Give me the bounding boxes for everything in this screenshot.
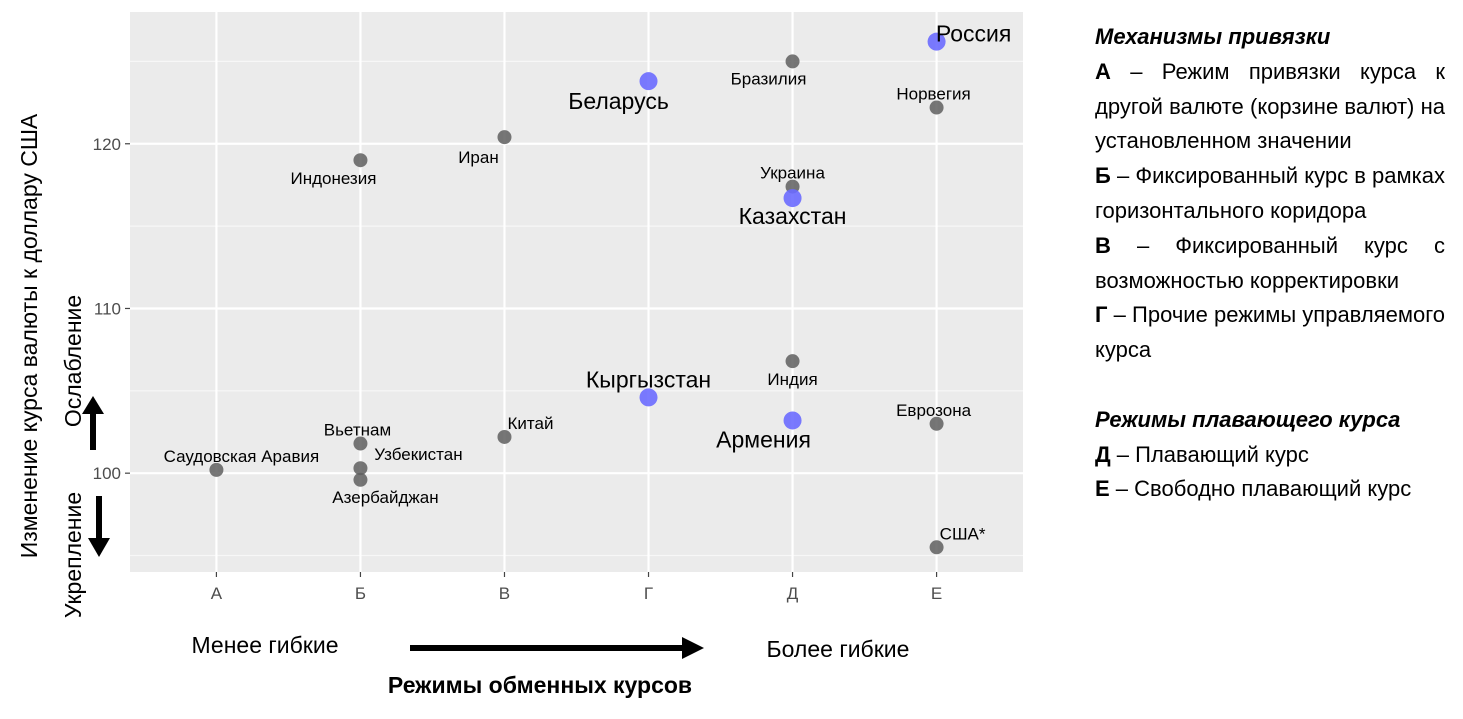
point-label: Казахстан bbox=[739, 203, 847, 229]
y-axis: 100 110 120 bbox=[93, 135, 130, 483]
legend-gap bbox=[1095, 368, 1445, 403]
legend-text: Фиксированный курс в рамках горизонтальн… bbox=[1095, 163, 1445, 223]
data-point bbox=[353, 153, 368, 168]
data-point bbox=[353, 461, 368, 476]
scatter-chart: 100 110 120 А Б В Г Д Е Саудовская АравияВьетна… bbox=[16, 12, 1023, 698]
grid-lines bbox=[130, 12, 1023, 572]
plot-panel bbox=[130, 12, 1023, 572]
point-label: Индия bbox=[767, 370, 817, 389]
legend-separator: – bbox=[1110, 232, 1176, 258]
legend-separator: – bbox=[1110, 441, 1136, 467]
legend-float-title: Режимы плавающего курса bbox=[1095, 406, 1401, 432]
y-tick-label: 120 bbox=[93, 135, 121, 154]
data-point bbox=[497, 429, 512, 444]
arrow-right-icon bbox=[410, 637, 704, 659]
weakening-label: Ослабление bbox=[60, 295, 86, 427]
legend-key: В bbox=[1095, 232, 1111, 258]
legend-key: Е bbox=[1095, 476, 1110, 502]
more-flexible-label: Более гибкие bbox=[767, 636, 910, 662]
x-tick-label: Б bbox=[355, 584, 366, 603]
point-label: Саудовская Аравия bbox=[164, 447, 320, 466]
data-point bbox=[929, 100, 944, 115]
legend-text: Свободно плавающий курс bbox=[1134, 476, 1412, 502]
data-point bbox=[353, 436, 368, 451]
highlighted-point bbox=[639, 72, 658, 91]
highlighted-point bbox=[783, 189, 802, 208]
legend-key: А bbox=[1095, 58, 1111, 84]
legend-key: Б bbox=[1095, 163, 1111, 189]
point-label: Азербайджан bbox=[332, 488, 438, 507]
legend-separator: – bbox=[1109, 476, 1135, 502]
highlighted-point bbox=[927, 32, 946, 51]
point-label: Украина bbox=[760, 164, 825, 183]
point-label: Армения bbox=[716, 426, 811, 452]
legend-separator: – bbox=[1110, 163, 1136, 189]
y-tick-label: 100 bbox=[93, 464, 121, 483]
legend-separator: – bbox=[1107, 302, 1133, 328]
y-tick-label: 110 bbox=[94, 299, 121, 318]
data-point bbox=[209, 462, 224, 477]
point-label: Россия bbox=[936, 21, 1011, 47]
legend-text: Режим привязки курса к другой валюте (ко… bbox=[1095, 58, 1445, 154]
x-tick-label: Г bbox=[644, 584, 653, 603]
legend-separator: – bbox=[1110, 58, 1162, 84]
legend-key: Д bbox=[1095, 441, 1111, 467]
highlighted-point bbox=[783, 411, 802, 430]
data-point bbox=[785, 354, 800, 369]
x-tick-label: В bbox=[499, 584, 510, 603]
y-axis-title: Изменение курса валюты к доллару США bbox=[16, 113, 42, 558]
less-flexible-label: Менее гибкие bbox=[192, 632, 339, 658]
point-label: Кыргызстан bbox=[586, 366, 711, 392]
legend-text: Фиксированный курс с возможностью коррек… bbox=[1095, 232, 1445, 293]
x-axis-title: Режимы обменных курсов bbox=[388, 672, 692, 698]
point-label: Китай bbox=[508, 414, 554, 433]
point-label: Иран bbox=[458, 148, 499, 167]
point-label: Беларусь bbox=[568, 88, 669, 114]
legend-item-b: Б – Фиксированный курс в рамках горизонт… bbox=[1095, 159, 1445, 229]
legend-item-g: Г – Прочие режимы управляемого курса bbox=[1095, 298, 1445, 368]
point-label: Еврозона bbox=[896, 401, 972, 420]
legend-fixed-title: Механизмы привязки bbox=[1095, 24, 1331, 49]
legend-item-d: Д – Плавающий курс bbox=[1095, 438, 1445, 473]
point-label: Вьетнам bbox=[324, 421, 391, 440]
point-label: Узбекистан bbox=[374, 445, 462, 464]
legend-text: Плавающий курс bbox=[1135, 441, 1309, 467]
legend-text: Прочие режимы управляемого курса bbox=[1095, 302, 1445, 363]
data-points bbox=[209, 32, 946, 555]
legend-item-e: Е – Свободно плавающий курс bbox=[1095, 472, 1445, 507]
x-tick-label: А bbox=[211, 584, 223, 603]
legend-item-a: А – Режим привязки курса к другой валюте… bbox=[1095, 55, 1445, 159]
arrow-up-icon bbox=[82, 396, 104, 450]
data-point bbox=[497, 130, 512, 145]
x-axis: А Б В Г Д Е bbox=[211, 572, 942, 603]
highlighted-point bbox=[639, 388, 658, 407]
legend-key: Г bbox=[1095, 302, 1108, 328]
point-label: США* bbox=[940, 524, 986, 543]
arrow-down-icon bbox=[88, 496, 110, 557]
data-point bbox=[929, 540, 944, 555]
strengthening-label: Укрепление bbox=[60, 492, 86, 618]
legend-item-v: В – Фиксированный курс с возможностью ко… bbox=[1095, 229, 1445, 299]
point-label: Норвегия bbox=[896, 85, 970, 104]
point-label: Бразилия bbox=[731, 69, 807, 88]
data-point bbox=[785, 54, 800, 69]
x-tick-label: Е bbox=[931, 584, 942, 603]
regime-legend: Механизмы привязки А – Режим привязки ку… bbox=[1095, 20, 1445, 507]
point-label: Индонезия bbox=[290, 169, 376, 188]
data-point bbox=[353, 472, 368, 487]
data-point bbox=[929, 416, 944, 431]
x-tick-label: Д bbox=[787, 584, 799, 603]
